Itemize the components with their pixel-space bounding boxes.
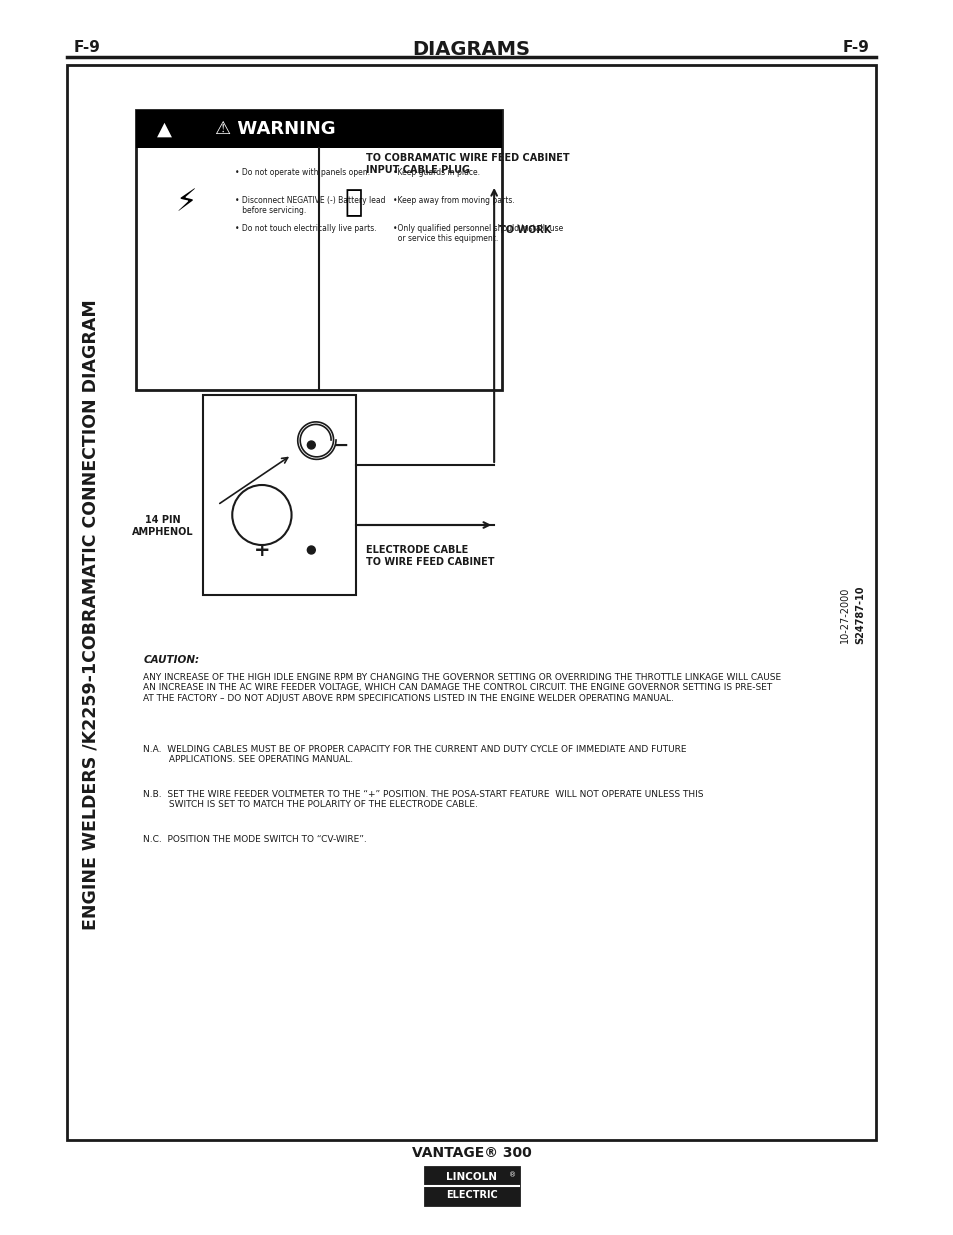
Bar	[136, 110, 501, 390]
Circle shape	[307, 441, 314, 450]
Text: • Do not touch electrically live parts.: • Do not touch electrically live parts.	[235, 224, 376, 233]
Bar	[67, 65, 875, 1140]
Text: F-9: F-9	[841, 40, 869, 56]
Circle shape	[232, 485, 292, 545]
Text: F-9: F-9	[74, 40, 101, 56]
Text: LINCOLN: LINCOLN	[446, 1172, 497, 1182]
Circle shape	[307, 546, 314, 555]
Text: S24787-10: S24787-10	[854, 585, 864, 645]
Text: •Keep away from moving parts.: •Keep away from moving parts.	[393, 196, 515, 205]
Bar	[424, 1167, 518, 1205]
Text: ⚡: ⚡	[175, 189, 196, 217]
Text: •Keep guards in place.: •Keep guards in place.	[393, 168, 480, 177]
Text: VANTAGE® 300: VANTAGE® 300	[411, 1146, 531, 1160]
Text: DIAGRAMS: DIAGRAMS	[412, 40, 530, 59]
Text: −: −	[333, 436, 349, 454]
Text: 10-27-2000: 10-27-2000	[840, 587, 849, 643]
Text: ELECTRIC: ELECTRIC	[446, 1191, 497, 1200]
Text: N.C.  POSITION THE MODE SWITCH TO “CV-WIRE”.: N.C. POSITION THE MODE SWITCH TO “CV-WIR…	[143, 835, 367, 844]
Text: +: +	[253, 541, 270, 559]
Text: ⚠ WARNING: ⚠ WARNING	[215, 120, 335, 138]
Text: CAUTION:: CAUTION:	[143, 655, 199, 664]
Text: ENGINE WELDERS /K2259-1COBRAMATIC CONNECTION DIAGRAM: ENGINE WELDERS /K2259-1COBRAMATIC CONNEC…	[82, 300, 100, 930]
Text: TO WORK: TO WORK	[498, 225, 551, 235]
Text: • Disconnect NEGATIVE (-) Battery lead
   before servicing.: • Disconnect NEGATIVE (-) Battery lead b…	[235, 196, 385, 215]
Text: N.B.  SET THE WIRE FEEDER VOLTMETER TO THE “+” POSITION. THE POSA-START FEATURE : N.B. SET THE WIRE FEEDER VOLTMETER TO TH…	[143, 790, 703, 809]
Text: • Do not operate with panels open.: • Do not operate with panels open.	[235, 168, 370, 177]
Text: ELECTRODE CABLE
TO WIRE FEED CABINET: ELECTRODE CABLE TO WIRE FEED CABINET	[365, 545, 494, 567]
Text: ✋: ✋	[344, 189, 362, 217]
Text: ANY INCREASE OF THE HIGH IDLE ENGINE RPM BY CHANGING THE GOVERNOR SETTING OR OVE: ANY INCREASE OF THE HIGH IDLE ENGINE RPM…	[143, 673, 781, 703]
Text: TO COBRAMATIC WIRE FEED CABINET
INPUT CABLE PLUG: TO COBRAMATIC WIRE FEED CABINET INPUT CA…	[365, 153, 569, 175]
Text: 14 PIN
AMPHENOL: 14 PIN AMPHENOL	[132, 515, 193, 536]
Bar	[202, 395, 355, 595]
Text: ▲: ▲	[156, 120, 172, 138]
Text: •Only qualified personnel should install, use
  or service this equipment.: •Only qualified personnel should install…	[393, 224, 563, 243]
Text: ®: ®	[508, 1172, 516, 1178]
Text: N.A.  WELDING CABLES MUST BE OF PROPER CAPACITY FOR THE CURRENT AND DUTY CYCLE O: N.A. WELDING CABLES MUST BE OF PROPER CA…	[143, 745, 686, 764]
Bar	[136, 110, 501, 148]
